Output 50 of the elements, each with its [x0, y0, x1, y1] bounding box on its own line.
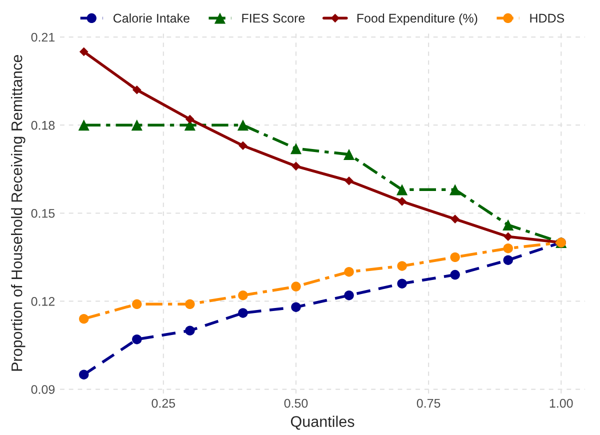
point	[292, 162, 300, 171]
legend-label: FIES Score	[242, 14, 305, 23]
point	[185, 326, 195, 336]
point	[132, 299, 142, 310]
point	[344, 176, 354, 186]
point	[238, 290, 248, 300]
point	[132, 85, 142, 94]
point	[78, 120, 90, 131]
point	[450, 270, 460, 280]
point	[237, 120, 249, 131]
point	[398, 196, 406, 206]
point	[291, 302, 301, 312]
y-axis-title: Proportion of Household Receiving Remittance	[11, 55, 26, 371]
point	[79, 47, 88, 56]
y-tick-label: 0.21	[31, 32, 55, 42]
point	[291, 282, 301, 292]
y-tick-label: 0.09	[31, 385, 55, 394]
legend-label: HDDS	[530, 14, 564, 23]
point	[450, 184, 461, 196]
x-tick-label: 1.00	[550, 398, 573, 408]
x-tick-label: 0.50	[284, 398, 308, 408]
point	[450, 214, 460, 224]
point	[290, 143, 302, 154]
y-tick-label: 0.15	[31, 208, 55, 218]
point	[343, 148, 355, 160]
point	[504, 232, 513, 242]
y-tick-label: 0.12	[31, 297, 55, 306]
x-tick-label: 0.25	[152, 398, 176, 408]
point	[396, 184, 408, 196]
point	[79, 314, 89, 324]
point	[397, 278, 407, 288]
point	[132, 334, 142, 344]
point	[186, 114, 194, 124]
point	[344, 290, 354, 300]
x-axis-title: Quantiles	[290, 416, 354, 430]
y-tick-label: 0.18	[31, 120, 55, 130]
x-tick-label: 0.75	[416, 398, 440, 408]
point	[503, 244, 513, 254]
point	[502, 219, 514, 230]
point	[185, 299, 195, 310]
point	[131, 120, 142, 131]
legend-label: Calorie Intake	[113, 13, 190, 23]
point	[238, 141, 248, 150]
point	[238, 308, 248, 318]
point	[79, 370, 89, 380]
point	[397, 261, 407, 271]
legend-label: Food Expenditure (%)	[357, 13, 478, 26]
point	[450, 252, 460, 262]
point	[503, 255, 513, 265]
point	[344, 266, 354, 277]
